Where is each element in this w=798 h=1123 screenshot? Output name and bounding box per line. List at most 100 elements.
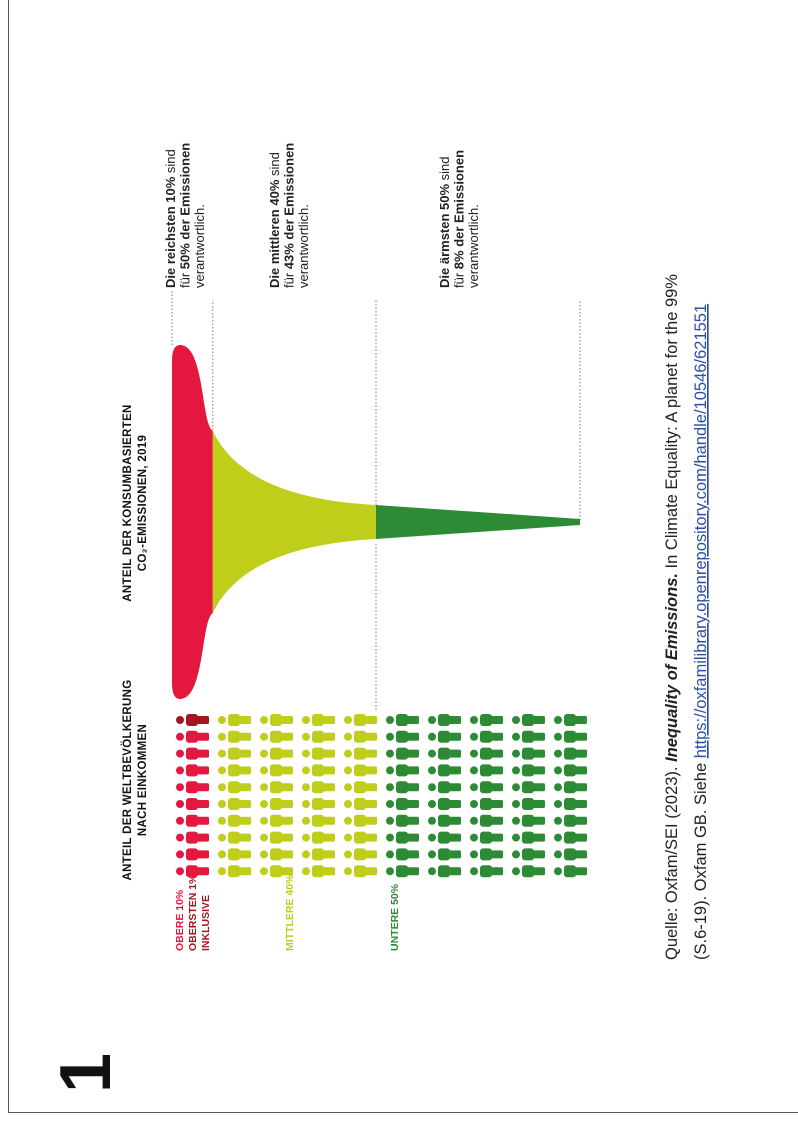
- person-torso: [270, 781, 282, 794]
- person-legs: [490, 833, 503, 842]
- person-head: [302, 816, 310, 825]
- person-torso: [396, 730, 408, 743]
- annotation: Die ärmsten 50% sind: [437, 156, 452, 288]
- person-head: [176, 716, 184, 724]
- person-legs: [196, 732, 209, 741]
- person-torso: [354, 848, 366, 861]
- person-torso: [312, 798, 324, 810]
- person-torso: [228, 764, 240, 777]
- person-icon: [554, 730, 587, 743]
- person-legs: [364, 766, 377, 775]
- person-legs: [574, 783, 587, 792]
- person-legs: [280, 850, 293, 859]
- person-icon: [302, 831, 335, 844]
- source-link[interactable]: https://oxfamilibrary.openrepository.com…: [692, 304, 710, 758]
- page-number: 1: [46, 1053, 126, 1093]
- person-head: [428, 766, 436, 775]
- person-icon: [344, 798, 377, 810]
- person-torso: [228, 798, 240, 810]
- person-head: [302, 732, 310, 741]
- person-head: [260, 783, 268, 792]
- person-icon: [176, 848, 209, 861]
- person-head: [218, 749, 226, 758]
- person-head: [512, 867, 520, 876]
- person-head: [218, 867, 226, 876]
- person-torso: [522, 747, 534, 760]
- person-legs: [490, 783, 503, 792]
- person-head: [554, 850, 562, 859]
- person-torso: [312, 831, 324, 844]
- person-icon: [218, 781, 251, 794]
- person-legs: [280, 867, 293, 876]
- person-legs: [196, 783, 209, 792]
- person-icon: [470, 848, 503, 861]
- person-head: [176, 800, 184, 808]
- person-legs: [532, 749, 545, 758]
- person-icon: [512, 865, 545, 878]
- person-legs: [196, 716, 209, 724]
- person-head: [260, 816, 268, 825]
- person-icon: [176, 714, 209, 726]
- person-icon: [386, 730, 419, 743]
- person-torso: [396, 764, 408, 777]
- person-icon: [470, 814, 503, 827]
- person-legs: [532, 850, 545, 859]
- person-torso: [438, 764, 450, 777]
- person-torso: [564, 814, 576, 827]
- person-head: [428, 716, 436, 724]
- person-legs: [196, 867, 209, 876]
- person-torso: [438, 814, 450, 827]
- person-legs: [322, 816, 335, 825]
- person-icon: [386, 831, 419, 844]
- person-legs: [574, 833, 587, 842]
- annotation: Die reichsten 10% sind: [163, 149, 178, 288]
- person-head: [302, 766, 310, 775]
- person-legs: [322, 833, 335, 842]
- person-legs: [364, 783, 377, 792]
- person-head: [344, 716, 352, 724]
- annotation-part: 50% der Emissionen: [178, 143, 193, 269]
- person-head: [512, 816, 520, 825]
- person-torso: [396, 747, 408, 760]
- person-icon: [344, 714, 377, 726]
- person-icon: [512, 831, 545, 844]
- person-icon: [344, 730, 377, 743]
- person-head: [218, 766, 226, 775]
- person-head: [554, 766, 562, 775]
- person-torso: [354, 865, 366, 878]
- person-head: [554, 716, 562, 724]
- person-icon: [428, 730, 461, 743]
- person-icon: [260, 781, 293, 794]
- annotation-part: Die mittleren 40%: [267, 179, 282, 288]
- person-torso: [480, 798, 492, 810]
- person-legs: [280, 749, 293, 758]
- person-torso: [186, 831, 198, 844]
- person-torso: [186, 781, 198, 794]
- person-head: [176, 766, 184, 775]
- annotation-part: 43% der Emissionen: [282, 143, 297, 269]
- person-legs: [322, 749, 335, 758]
- person-icon: [512, 798, 545, 810]
- person-legs: [280, 716, 293, 724]
- source-line: (S.6-19). Oxfam GB. Siehe https://oxfami…: [692, 304, 710, 960]
- person-head: [302, 783, 310, 792]
- person-head: [386, 833, 394, 842]
- person-head: [428, 783, 436, 792]
- person-head: [302, 867, 310, 876]
- person-head: [554, 816, 562, 825]
- person-torso: [480, 764, 492, 777]
- person-head: [260, 850, 268, 859]
- person-legs: [238, 716, 251, 724]
- person-legs: [574, 716, 587, 724]
- person-torso: [438, 848, 450, 861]
- person-head: [218, 716, 226, 724]
- person-head: [470, 833, 478, 842]
- person-torso: [438, 831, 450, 844]
- person-torso: [354, 814, 366, 827]
- person-legs: [238, 749, 251, 758]
- person-head: [260, 766, 268, 775]
- person-torso: [186, 848, 198, 861]
- person-torso: [354, 730, 366, 743]
- person-head: [470, 749, 478, 758]
- person-legs: [490, 867, 503, 876]
